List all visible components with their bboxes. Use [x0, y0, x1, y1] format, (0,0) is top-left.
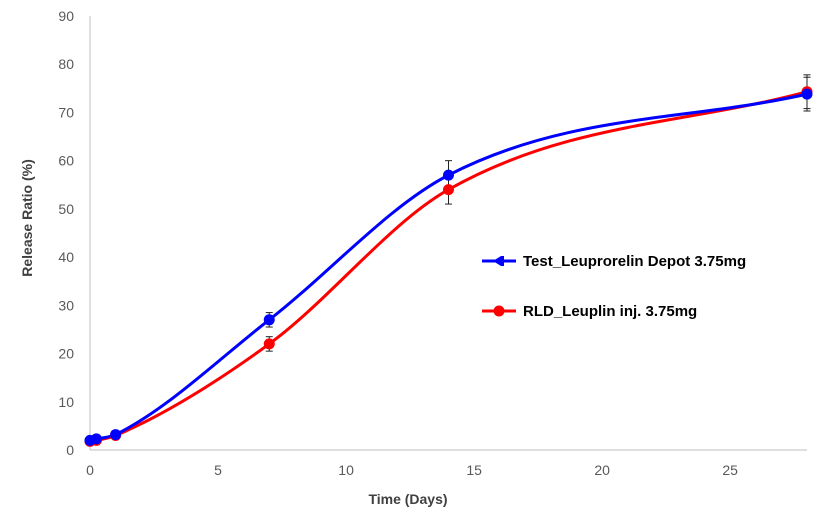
x-tick-label: 15	[466, 462, 482, 478]
x-axis-title: Time (Days)	[368, 491, 447, 507]
x-tick-label: 20	[594, 462, 610, 478]
x-tick-label: 0	[86, 462, 94, 478]
y-tick-label: 10	[58, 394, 74, 410]
legend-item-test: Test_Leuprorelin Depot 3.75mg	[482, 253, 746, 270]
y-tick-label: 60	[58, 153, 74, 169]
y-tick-label: 20	[58, 346, 74, 362]
legend: Test_Leuprorelin Depot 3.75mg RLD_Leupli…	[482, 253, 746, 320]
data-point-test	[90, 433, 102, 445]
x-tick-label: 5	[214, 462, 222, 478]
legend-label-rld: RLD_Leuplin inj. 3.75mg	[523, 303, 697, 320]
data-point-test	[443, 169, 454, 181]
data-point-rld	[443, 184, 454, 196]
legend-marker-test	[493, 256, 501, 266]
y-tick-label: 70	[58, 104, 74, 120]
legend-label-test: Test_Leuprorelin Depot 3.75mg	[523, 253, 746, 270]
legend-marker-rld	[493, 305, 505, 317]
tick-labels: 0 10 20 30 40 50 60 70 80 90 0 5 10 15 20 25	[58, 8, 738, 478]
y-tick-label: 30	[58, 297, 74, 313]
data-point-test	[110, 429, 122, 441]
legend-item-rld: RLD_Leuplin inj. 3.75mg	[482, 303, 697, 320]
y-tick-label: 90	[58, 8, 74, 24]
y-tick-label: 0	[66, 442, 74, 458]
y-axis-title: Release Ratio (%)	[19, 159, 35, 276]
data-point-rld	[263, 338, 275, 350]
data-point-test	[263, 314, 275, 326]
legend-marker-test-bar	[501, 256, 504, 266]
data-point-test	[801, 88, 813, 100]
y-tick-label: 80	[58, 56, 74, 72]
y-tick-label: 40	[58, 249, 74, 265]
y-tick-label: 50	[58, 201, 74, 217]
series-markers	[84, 86, 813, 447]
axes	[89, 16, 807, 451]
x-tick-label: 25	[722, 462, 738, 478]
x-tick-label: 10	[338, 462, 354, 478]
